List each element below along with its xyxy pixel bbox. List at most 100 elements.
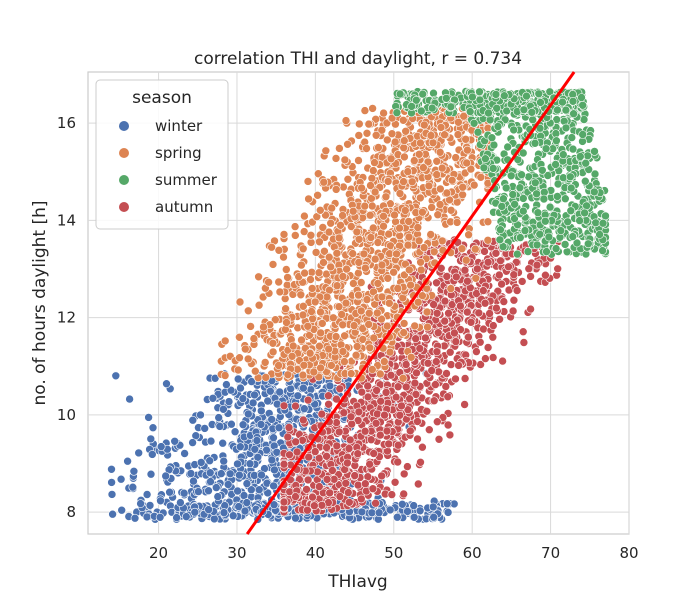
point-autumn [279, 401, 289, 411]
point-spring [254, 272, 263, 282]
point-spring [470, 244, 480, 254]
point-winter [238, 420, 248, 430]
point-summer [583, 239, 593, 249]
point-autumn [451, 272, 461, 282]
point-spring [413, 223, 423, 232]
legend: season winter spring summer autumn [95, 79, 229, 230]
point-autumn [399, 489, 409, 499]
point-autumn [504, 262, 513, 272]
point-winter [230, 427, 240, 437]
point-summer [558, 150, 568, 159]
point-spring [383, 273, 393, 283]
point-spring [340, 155, 350, 165]
point-winter [107, 478, 116, 487]
point-winter [254, 485, 264, 495]
point-winter [392, 512, 402, 522]
point-winter [428, 502, 438, 512]
point-summer [473, 127, 483, 137]
point-winter [291, 513, 300, 523]
point-spring [307, 307, 316, 316]
point-autumn [303, 475, 313, 485]
point-autumn [488, 332, 498, 342]
point-autumn [350, 471, 360, 480]
point-autumn [285, 450, 294, 460]
point-spring [360, 201, 370, 211]
point-autumn [451, 337, 461, 346]
point-summer [528, 115, 538, 124]
point-spring [379, 211, 388, 221]
point-spring [235, 297, 245, 307]
point-spring [356, 306, 366, 316]
point-winter [286, 384, 296, 394]
point-spring [249, 334, 259, 343]
point-summer [590, 147, 599, 156]
point-summer [518, 194, 528, 203]
point-spring [410, 321, 420, 331]
point-summer [527, 108, 537, 117]
point-spring [274, 246, 284, 255]
point-autumn [410, 378, 420, 388]
point-spring [299, 360, 309, 370]
point-winter [161, 471, 170, 481]
point-spring [307, 284, 317, 293]
point-winter [236, 442, 245, 452]
point-winter [206, 436, 216, 446]
point-spring [298, 244, 308, 254]
point-spring [235, 353, 244, 363]
point-summer [578, 101, 588, 110]
point-autumn [304, 452, 314, 462]
point-winter [142, 512, 152, 522]
point-summer [522, 91, 531, 101]
legend-label-autumn: autumn [155, 198, 213, 216]
point-autumn [478, 286, 488, 295]
point-winter [188, 415, 198, 425]
point-winter [227, 419, 236, 429]
point-spring [395, 223, 404, 233]
x-tick-label: 80 [619, 544, 638, 562]
point-autumn [483, 343, 493, 352]
point-spring [348, 206, 358, 216]
point-spring [471, 273, 481, 283]
point-spring [313, 191, 322, 200]
point-spring [341, 116, 351, 125]
point-spring [476, 173, 486, 182]
point-autumn [443, 392, 453, 402]
point-winter [267, 455, 277, 465]
point-summer [580, 176, 590, 186]
point-autumn [291, 437, 301, 447]
point-spring [322, 292, 332, 302]
point-spring [306, 275, 315, 284]
point-autumn [494, 270, 504, 280]
point-autumn [445, 347, 455, 357]
point-spring [435, 148, 445, 157]
data-points [107, 87, 610, 524]
point-autumn [416, 457, 425, 467]
point-summer [518, 206, 528, 216]
point-summer [416, 106, 426, 116]
point-spring [427, 203, 437, 212]
point-autumn [450, 328, 459, 338]
point-spring [274, 277, 284, 287]
point-autumn [345, 435, 355, 445]
point-winter [263, 488, 273, 498]
point-autumn [423, 358, 433, 368]
point-winter [180, 449, 189, 458]
point-winter [409, 501, 419, 510]
point-winter [257, 470, 266, 480]
point-spring [334, 302, 344, 312]
point-winter [194, 487, 203, 496]
point-spring [309, 367, 319, 377]
point-winter [215, 422, 225, 431]
point-summer [395, 89, 405, 99]
point-spring [338, 211, 347, 220]
point-autumn [317, 409, 327, 419]
point-spring [220, 371, 230, 380]
point-spring [446, 284, 456, 293]
point-autumn [460, 400, 469, 409]
point-spring [432, 170, 442, 179]
point-autumn [480, 298, 490, 308]
point-winter [176, 498, 185, 507]
point-autumn [472, 264, 482, 274]
point-spring [304, 194, 313, 204]
